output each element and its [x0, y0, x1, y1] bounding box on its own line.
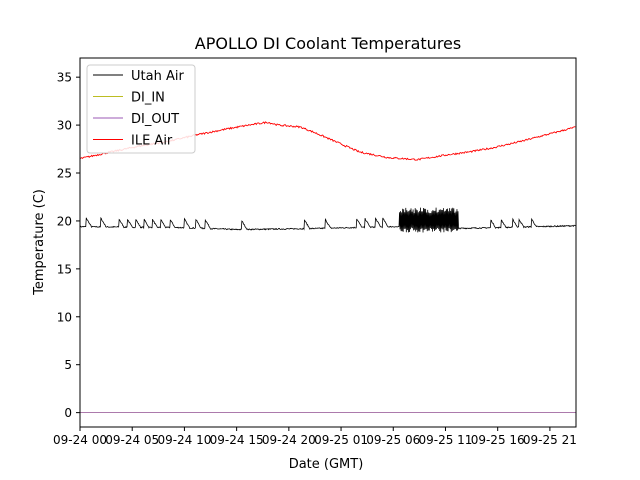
x-tick-label: 09-25 21 — [523, 433, 577, 447]
legend: Utah Air DI_IN DI_OUT ILE Air — [86, 64, 196, 154]
y-tick-label: 15 — [57, 262, 72, 276]
legend-label-di-in: DI_IN — [131, 91, 165, 106]
series-line-utah-air — [80, 207, 576, 233]
y-tick-label: 25 — [57, 167, 72, 181]
x-tick-label: 09-24 20 — [262, 433, 316, 447]
x-tick-label: 09-25 16 — [471, 433, 525, 447]
x-tick-label: 09-24 00 — [53, 433, 107, 447]
y-tick-label: 35 — [57, 71, 72, 85]
x-tick-label: 09-24 15 — [210, 433, 264, 447]
y-tick-label: 5 — [64, 358, 72, 372]
y-axis-label: Temperature (C) — [32, 189, 47, 296]
y-tick-label: 30 — [57, 119, 72, 133]
x-tick-label: 09-24 05 — [105, 433, 159, 447]
x-tick-label: 09-25 11 — [418, 433, 472, 447]
x-tick-label: 09-25 06 — [366, 433, 420, 447]
x-tick-label: 09-24 10 — [157, 433, 211, 447]
x-tick-label: 09-25 01 — [314, 433, 368, 447]
legend-label-utah-air: Utah Air — [131, 69, 184, 84]
legend-frame — [86, 64, 196, 154]
y-tick-label: 0 — [64, 406, 72, 420]
y-tick-label: 10 — [57, 310, 72, 324]
y-axis: 0 5 10 15 20 25 30 35 — [57, 71, 80, 420]
y-tick-label: 20 — [57, 214, 72, 228]
legend-label-di-out: DI_OUT — [131, 112, 179, 127]
chart-title: APOLLO DI Coolant Temperatures — [195, 34, 461, 53]
plot-frame — [79, 57, 577, 428]
legend-label-ile-air: ILE Air — [131, 134, 173, 149]
x-axis-label: Date (GMT) — [289, 457, 364, 472]
